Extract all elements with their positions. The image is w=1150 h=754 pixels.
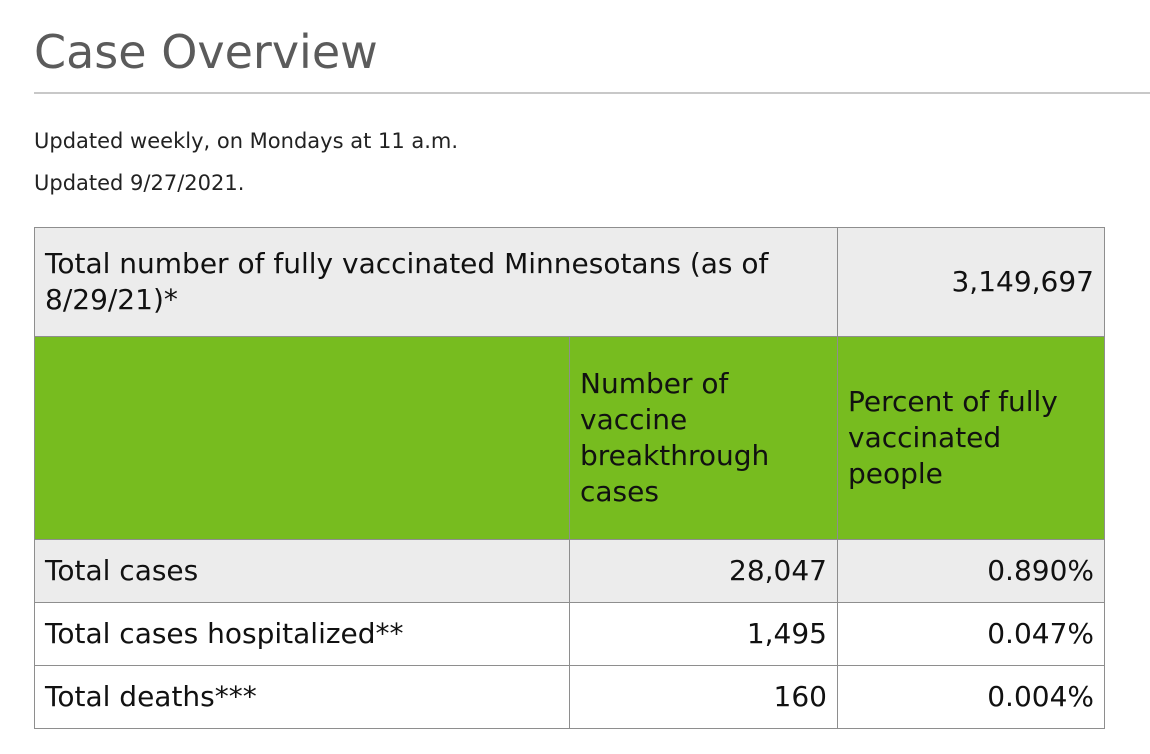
updated-date-text: Updated 9/27/2021. [34, 171, 245, 195]
table-row: Total cases 28,047 0.890% [34, 539, 1105, 603]
case-overview-table: Total number of fully vaccinated Minneso… [34, 227, 1105, 729]
update-frequency-text: Updated weekly, on Mondays at 11 a.m. [34, 129, 459, 153]
header-blank-cell [34, 336, 570, 540]
row-count-total-cases: 28,047 [569, 539, 838, 603]
row-count-hospitalized: 1,495 [569, 602, 838, 666]
header-percent-vaccinated: Percent of fully vaccinated people [837, 336, 1105, 540]
table-row: Total deaths*** 160 0.004% [34, 665, 1105, 729]
row-label-deaths: Total deaths*** [34, 665, 570, 729]
row-label-hospitalized: Total cases hospitalized** [34, 602, 570, 666]
row-count-deaths: 160 [569, 665, 838, 729]
table-header-row: Number of vaccine breakthrough cases Per… [34, 336, 1105, 540]
row-percent-hospitalized: 0.047% [837, 602, 1105, 666]
table-row-total-vaccinated: Total number of fully vaccinated Minneso… [34, 227, 1105, 337]
page-title: Case Overview [34, 25, 378, 79]
total-vaccinated-value: 3,149,697 [837, 227, 1105, 337]
row-percent-deaths: 0.004% [837, 665, 1105, 729]
total-vaccinated-label: Total number of fully vaccinated Minneso… [34, 227, 838, 337]
title-divider [34, 92, 1150, 94]
table-row: Total cases hospitalized** 1,495 0.047% [34, 602, 1105, 666]
header-breakthrough-cases: Number of vaccine breakthrough cases [569, 336, 838, 540]
row-label-total-cases: Total cases [34, 539, 570, 603]
row-percent-total-cases: 0.890% [837, 539, 1105, 603]
